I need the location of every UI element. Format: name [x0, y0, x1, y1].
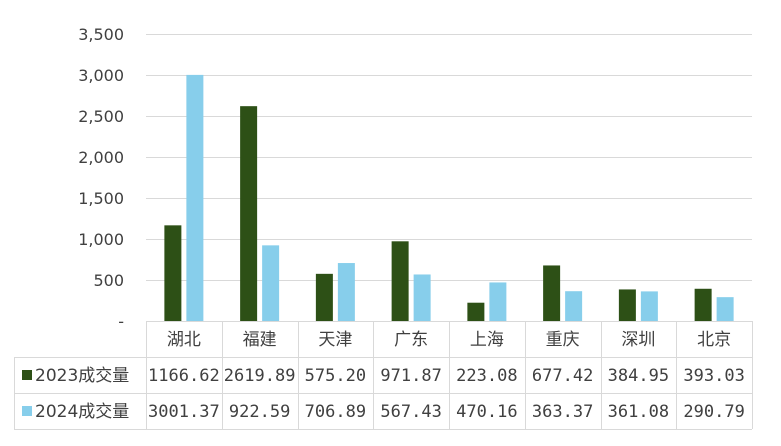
data-label: 1166.62 [148, 366, 220, 386]
bar-series1 [391, 241, 409, 321]
legend-label: 2024成交量 [35, 402, 129, 422]
bar-series1 [694, 288, 712, 321]
data-label: 567.43 [380, 402, 441, 422]
bar-series1 [543, 265, 561, 321]
y-tick-label: 3,500 [78, 25, 124, 44]
y-tick-label: 2,500 [78, 107, 124, 126]
category-label: 福建 [243, 330, 277, 350]
y-tick-label: 1,000 [78, 230, 124, 249]
bar-series2 [262, 245, 280, 321]
legend-label: 2023成交量 [35, 366, 129, 386]
data-label: 363.37 [532, 402, 593, 422]
data-label: 361.08 [608, 402, 669, 422]
bar-series2 [413, 274, 431, 321]
bar-series2 [640, 291, 658, 321]
category-label: 上海 [470, 330, 504, 350]
y-tick-label: 500 [93, 271, 124, 290]
data-label: 3001.37 [148, 402, 220, 422]
data-label: 575.20 [305, 366, 366, 386]
category-label: 湖北 [167, 330, 201, 350]
bar-series2 [716, 297, 734, 321]
data-label: 223.08 [456, 366, 517, 386]
bar-series2 [489, 282, 507, 321]
data-label: 393.03 [683, 366, 744, 386]
legend-swatch-series2 [22, 406, 32, 416]
y-tick-label: 1,500 [78, 189, 124, 208]
category-label: 广东 [394, 330, 428, 350]
y-tick-label: 3,000 [78, 66, 124, 85]
y-tick-label: - [118, 312, 124, 331]
data-label: 922.59 [229, 402, 290, 422]
data-label: 384.95 [608, 366, 669, 386]
bar-series1 [240, 106, 258, 321]
data-label: 677.42 [532, 366, 593, 386]
bar-series1 [467, 302, 485, 321]
y-tick-label: 2,000 [78, 148, 124, 167]
bar-series1 [618, 289, 636, 321]
category-label: 天津 [318, 330, 352, 350]
data-label: 2619.89 [224, 366, 296, 386]
bar-series2 [565, 291, 583, 321]
bar-series2 [186, 74, 204, 321]
category-label: 北京 [697, 330, 731, 350]
category-label: 重庆 [546, 330, 580, 350]
bar-series1 [315, 273, 333, 321]
data-label: 470.16 [456, 402, 517, 422]
data-label: 971.87 [380, 366, 441, 386]
category-label: 深圳 [621, 330, 655, 350]
data-label: 706.89 [305, 402, 366, 422]
data-label: 290.79 [683, 402, 744, 422]
bar-series2 [337, 263, 355, 321]
legend-swatch-series1 [22, 370, 32, 380]
bar-series1 [164, 225, 182, 321]
